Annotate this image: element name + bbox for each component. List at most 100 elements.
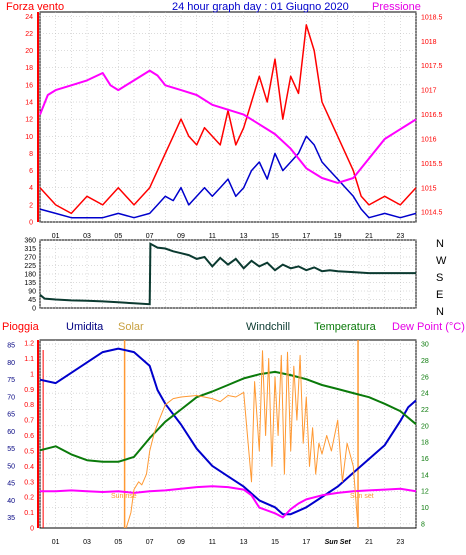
- hour-tick-label: 01: [52, 539, 60, 546]
- direction-tick-label: 315: [24, 246, 36, 253]
- forza-vento-line: [39, 24, 417, 215]
- hour-tick-label: 15: [271, 539, 279, 546]
- pressure-tick-label: 1017: [421, 88, 437, 95]
- humidity-tick-label: 80: [7, 360, 15, 367]
- graph-title: 24 hour graph day : 01 Giugno 2020: [172, 1, 349, 13]
- windchill-title: Windchill: [246, 321, 290, 333]
- humidity-tick-label: 35: [7, 515, 15, 522]
- hour-tick-label: 19: [334, 233, 342, 240]
- temperature-axis-ticks: 8 10 12 14 16 18 20 22 24 26 28 30: [421, 342, 429, 529]
- temperature-tick-label: 8: [421, 521, 425, 528]
- hour-tick-label: Sun Set: [325, 539, 352, 546]
- hour-tick-label: 13: [240, 233, 248, 240]
- direction-tick-label: 180: [24, 272, 36, 279]
- wind-speed-tick-label: 18: [25, 65, 33, 72]
- rain-title: Pioggia: [2, 321, 40, 333]
- temperature-humidity-panel: Pioggia Umidita Solar Windchill Temperat…: [2, 321, 465, 546]
- humidity-tick-label: 70: [7, 394, 15, 401]
- temperature-tick-label: 16: [421, 456, 429, 463]
- temperature-grid: [39, 340, 417, 528]
- wind-pressure-series: [39, 24, 417, 219]
- humidity-tick-label: 55: [7, 446, 15, 453]
- direction-tick-label: 90: [28, 289, 36, 296]
- compass-n-top: N: [436, 238, 444, 250]
- temperature-tick-label: 22: [421, 407, 429, 414]
- rain-tick-label: 1.1: [24, 356, 34, 363]
- hour-tick-label: 03: [83, 539, 91, 546]
- direction-tick-label: 360: [24, 238, 36, 245]
- left-axis-bar: [37, 12, 39, 222]
- temperature-tick-label: 12: [421, 489, 429, 496]
- hour-tick-label: 23: [396, 233, 404, 240]
- raffica-line: [39, 135, 417, 219]
- pressure-tick-label: 1015.5: [421, 161, 443, 168]
- pressure-tick-label: 1016: [421, 136, 437, 143]
- hour-tick-label: 13: [240, 539, 248, 546]
- humidity-title: Umidita: [66, 321, 104, 333]
- humidity-tick-label: 85: [7, 343, 15, 350]
- pressure-tick-label: 1017.5: [421, 63, 443, 70]
- hour-tick-label: 05: [114, 539, 122, 546]
- solar-line: [125, 350, 359, 529]
- wind-speed-tick-label: 4: [29, 185, 33, 192]
- temperature-tick-label: 24: [421, 391, 429, 398]
- temperature-humidity-series: [39, 340, 417, 529]
- temperature-tick-label: 18: [421, 440, 429, 447]
- humidity-tick-label: 45: [7, 481, 15, 488]
- pressure-tick-label: 1015: [421, 185, 437, 192]
- dew-point-line: [40, 485, 417, 519]
- humidity-tick-label: 75: [7, 377, 15, 384]
- pressure-title: Pressione: [372, 1, 421, 13]
- compass-e: E: [436, 289, 443, 301]
- rain-tick-label: 1.2: [24, 341, 34, 348]
- direction-tick-label: 45: [28, 297, 36, 304]
- rain-tick-label: 0.9: [24, 387, 34, 394]
- wind-speed-tick-label: 12: [25, 117, 33, 124]
- wind-speed-tick-label: 22: [25, 31, 33, 38]
- hour-tick-label: 05: [114, 233, 122, 240]
- wind-speed-tick-label: 14: [25, 100, 33, 107]
- hour-tick-label: 03: [83, 233, 91, 240]
- wind-speed-tick-label: 24: [25, 14, 33, 21]
- rain-tick-label: 0.6: [24, 433, 34, 440]
- rain-tick-label: 0.2: [24, 495, 34, 502]
- umidita-line: [39, 347, 417, 516]
- wind-direction-series: [39, 242, 416, 306]
- wind-speed-tick-label: 2: [29, 202, 33, 209]
- pressione-line: [39, 69, 417, 184]
- sunrise-label: Sun rise: [111, 493, 137, 500]
- temperature-tick-label: 30: [421, 342, 429, 349]
- compass-s: S: [436, 272, 443, 284]
- pressure-axis-ticks: 1014.5 1015 1015.5 1016 1016.5 1017 1017.5 1018…: [421, 14, 443, 216]
- direction-tick-label: 0: [32, 306, 36, 313]
- wind-direction-line: [39, 242, 416, 306]
- rain-axis-bar: [37, 340, 39, 528]
- pressure-tick-label: 1018: [421, 39, 437, 46]
- hour-tick-label: 11: [209, 233, 216, 240]
- hour-tick-label: 21: [365, 233, 373, 240]
- hour-tick-label: 09: [177, 233, 185, 240]
- wind-speed-title: Forza vento: [6, 1, 64, 13]
- temperature-tick-label: 14: [421, 472, 429, 479]
- temperature-tick-label: 10: [421, 505, 429, 512]
- temperatura-line: [39, 370, 417, 463]
- dew-point-title: Dew Point (°C): [392, 321, 465, 333]
- direction-tick-label: 225: [24, 263, 36, 270]
- hour-tick-label: 01: [52, 233, 60, 240]
- humidity-tick-label: 60: [7, 429, 15, 436]
- hour-tick-label: 23: [396, 539, 404, 546]
- hour-tick-label: 21: [365, 539, 373, 546]
- wind-direction-grid: [39, 239, 417, 309]
- wind-speed-tick-label: 10: [25, 134, 33, 141]
- humidity-tick-label: 50: [7, 463, 15, 470]
- sunset-label: Sun set: [350, 493, 374, 500]
- hour-tick-label: 17: [302, 539, 310, 546]
- direction-tick-label: 270: [24, 255, 36, 262]
- rain-tick-label: 0.4: [24, 464, 34, 471]
